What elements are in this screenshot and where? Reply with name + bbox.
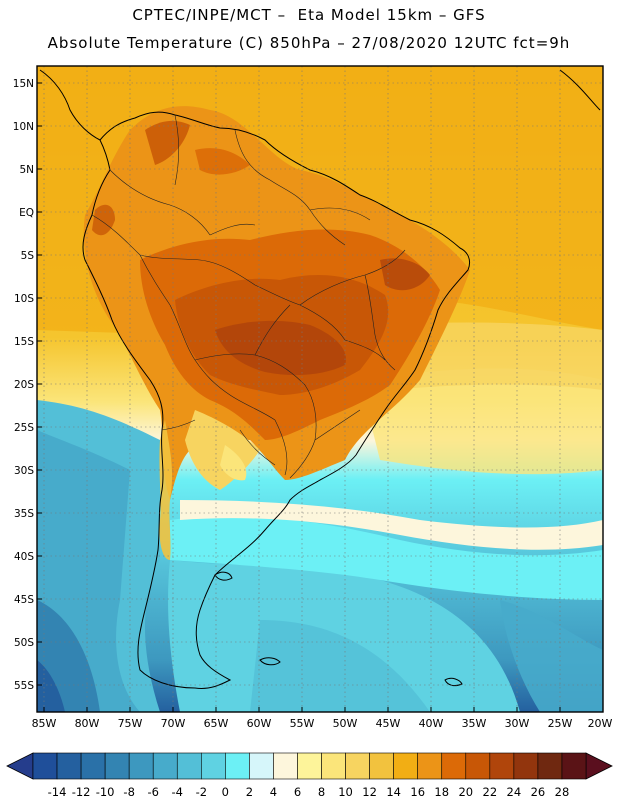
lon-label: 65W bbox=[204, 717, 229, 730]
map-title-line-1: CPTEC/INPE/MCT – Eta Model 15km – GFS bbox=[132, 6, 486, 24]
lat-label: 45S bbox=[14, 594, 34, 606]
colorbar-swatch bbox=[321, 752, 346, 780]
lon-label: 50W bbox=[333, 717, 358, 730]
lat-label: 5S bbox=[21, 250, 35, 262]
longitude-labels: 85W 80W 75W 70W 65W 60W 55W 50W 45W 40W … bbox=[32, 717, 613, 730]
lat-label: 50S bbox=[14, 637, 34, 649]
lon-label: 70W bbox=[161, 717, 186, 730]
colorbar-swatch bbox=[297, 752, 322, 780]
colorbar-tick-label: 4 bbox=[270, 785, 277, 799]
colorbar-tick-label: 18 bbox=[434, 785, 449, 799]
lat-label: 55S bbox=[14, 680, 34, 692]
lat-label: 40S bbox=[14, 551, 34, 563]
colorbar-tick-label: -14 bbox=[48, 785, 67, 799]
colorbar-tick-label: 16 bbox=[410, 785, 425, 799]
colorbar-tick-label: 12 bbox=[362, 785, 377, 799]
lat-label: 20S bbox=[14, 379, 34, 391]
colorbar-tick-label: 14 bbox=[386, 785, 401, 799]
lat-label: 10S bbox=[14, 293, 34, 305]
colorbar-tick-label: 6 bbox=[294, 785, 301, 799]
country-borders bbox=[91, 114, 406, 479]
colorbar-swatch bbox=[80, 752, 106, 780]
colorbar-swatch bbox=[201, 752, 226, 780]
colorbar-swatch bbox=[369, 752, 394, 780]
lon-label: 75W bbox=[118, 717, 143, 730]
colorbar-tick-label: 26 bbox=[531, 785, 546, 799]
axis-ticks bbox=[37, 82, 561, 712]
lon-label: 45W bbox=[376, 717, 401, 730]
colorbar-tick-label: -10 bbox=[96, 785, 115, 799]
colorbar-tick-label: 10 bbox=[338, 785, 353, 799]
lon-label: 25W bbox=[548, 717, 573, 730]
colorbar-swatch bbox=[417, 752, 443, 780]
colorbar-over-arrow bbox=[585, 752, 613, 780]
colorbar-swatch bbox=[32, 752, 58, 780]
lon-label: 80W bbox=[75, 717, 100, 730]
colorbar-swatch bbox=[513, 752, 539, 780]
colorbar-tick-label: -8 bbox=[123, 785, 134, 799]
colorbar-swatch bbox=[465, 752, 491, 780]
colorbar-tick-label: 24 bbox=[507, 785, 522, 799]
map-title-line-2: Absolute Temperature (C) 850hPa – 27/08/… bbox=[47, 34, 571, 52]
colorbar-tick-label: 8 bbox=[318, 785, 325, 799]
lon-label: 20W bbox=[588, 717, 613, 730]
coastline bbox=[39, 69, 601, 689]
colorbar-swatch bbox=[56, 752, 82, 780]
colorbar-swatch bbox=[537, 752, 563, 780]
colorbar-tick-label: 2 bbox=[246, 785, 253, 799]
colorbar-swatch bbox=[561, 752, 587, 780]
colorbar-under-arrow bbox=[6, 752, 34, 780]
colorbar-swatch bbox=[128, 752, 154, 780]
colorbar-swatch bbox=[393, 752, 418, 780]
colorbar-swatch bbox=[104, 752, 130, 780]
colorbar-tick-label: 28 bbox=[555, 785, 570, 799]
lon-label: 35W bbox=[462, 717, 487, 730]
colorbar-tick-label: -2 bbox=[196, 785, 207, 799]
lat-label: 5N bbox=[19, 164, 34, 176]
lon-label: 55W bbox=[290, 717, 315, 730]
colorbar-swatch bbox=[176, 752, 202, 780]
lon-label: 40W bbox=[419, 717, 444, 730]
latitude-labels: 15N 10N 5N EQ 5S 10S 15S 20S 25S 30S 35S… bbox=[13, 78, 35, 692]
lon-label: 85W bbox=[32, 717, 57, 730]
colorbar-tick-label: -12 bbox=[72, 785, 91, 799]
lat-label: 10N bbox=[13, 121, 34, 133]
lon-label: 30W bbox=[505, 717, 530, 730]
colorbar-swatch bbox=[225, 752, 250, 780]
lat-label: 15S bbox=[14, 336, 34, 348]
colorbar-swatch bbox=[489, 752, 515, 780]
temperature-field bbox=[37, 66, 603, 712]
colorbar-tick-label: -4 bbox=[172, 785, 183, 799]
colorbar-swatch bbox=[249, 752, 274, 780]
colorbar-tick-label: 22 bbox=[483, 785, 498, 799]
colorbar-swatch bbox=[441, 752, 467, 780]
map-frame bbox=[36, 65, 604, 713]
colorbar-tick-label: 20 bbox=[458, 785, 473, 799]
lat-label: 35S bbox=[14, 508, 34, 520]
colorbar-tick-label: 0 bbox=[222, 785, 229, 799]
lat-label: 30S bbox=[14, 465, 34, 477]
lat-label: EQ bbox=[19, 207, 34, 219]
lon-label: 60W bbox=[247, 717, 272, 730]
colorbar: -14 -12 -10 -8 -6 -4 -2 0 2 4 6 8 10 12 14 16 18 20 22 24 26… bbox=[6, 752, 613, 799]
colorbar-swatch bbox=[273, 752, 298, 780]
lat-label: 15N bbox=[13, 78, 34, 90]
lat-label: 25S bbox=[14, 422, 34, 434]
colorbar-swatch bbox=[152, 752, 178, 780]
colorbar-swatch bbox=[345, 752, 370, 780]
colorbar-tick-label: -6 bbox=[147, 785, 158, 799]
